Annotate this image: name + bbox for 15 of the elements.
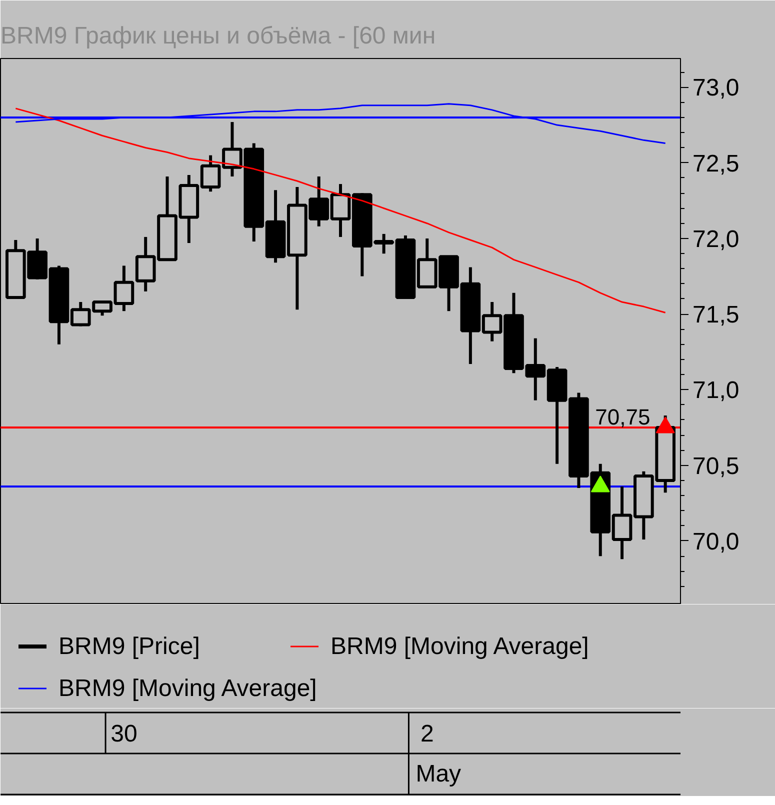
legend-label: BRM9 [Price] — [58, 633, 200, 660]
y-tick-label: 73,0 — [692, 74, 740, 102]
ref-line-label: 70,75 — [595, 404, 650, 430]
y-tick-label: 71,5 — [692, 302, 740, 329]
y-tick-label: 70,5 — [692, 452, 740, 480]
legend-label: BRM9 [Moving Average] — [58, 675, 317, 702]
y-tick-label: 72,5 — [692, 150, 740, 178]
legend-label: BRM9 [Moving Average] — [330, 633, 589, 660]
y-tick-label: 70,0 — [692, 528, 740, 556]
x-tick-label: 2 — [420, 720, 434, 748]
text: May — [416, 760, 462, 788]
x-tick-label: 30 — [110, 720, 138, 748]
y-tick-label: 72,0 — [692, 226, 740, 253]
y-tick-label: 71,0 — [692, 377, 740, 404]
line-series — [14, 108, 666, 314]
